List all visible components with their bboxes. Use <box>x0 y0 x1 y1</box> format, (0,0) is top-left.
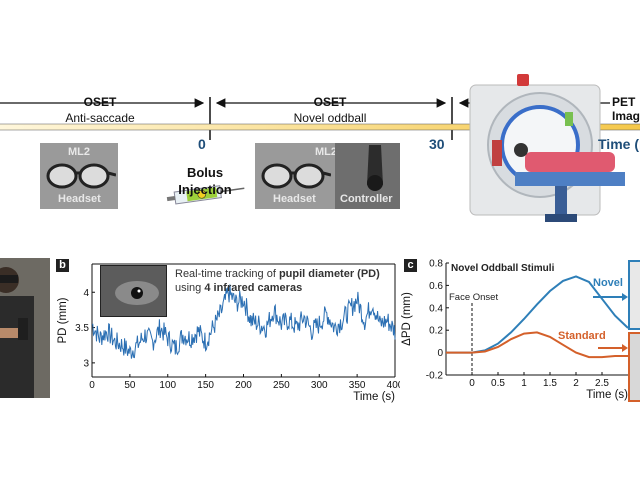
timeline: OSET Anti-saccade OSET Novel oddball PET… <box>0 74 640 222</box>
novel-face-thumb <box>628 260 640 330</box>
x-tick-label: 350 <box>349 380 366 391</box>
panel-c-title: Novel Oddball Stimuli <box>451 263 555 274</box>
timeline-arrows <box>0 74 640 222</box>
y-tick-label: 0 <box>437 348 443 359</box>
caption-line2-text: using <box>175 282 205 294</box>
controller-photo: Controller <box>335 143 400 209</box>
y-tick-label: 4 <box>83 288 89 299</box>
x-tick-label: 100 <box>159 380 176 391</box>
tick-30: 30 <box>429 136 445 152</box>
headset-photo-2: ML2 Headset <box>255 143 337 209</box>
x-tick-label: 1 <box>521 378 527 389</box>
time-axis-label: Time (m <box>598 136 640 152</box>
legend-standard: Standard <box>558 330 606 342</box>
x-axis-label: Time (s) <box>353 391 395 403</box>
x-tick-label: 2.5 <box>595 378 609 389</box>
headset-photo-1: ML2 Headset <box>40 143 118 209</box>
face-onset-label: Face Onset <box>449 292 499 303</box>
bolus-label-line2: Injection <box>178 182 232 197</box>
caption-bold: pupil diameter (PD) <box>278 268 380 280</box>
eye-icon <box>115 281 159 305</box>
legend-standard-arrowhead <box>622 344 628 352</box>
y-tick-label: 0.4 <box>429 303 443 314</box>
x-axis-label: Time (s) <box>586 389 628 401</box>
headset-photo-1-top-label: ML2 <box>68 146 90 158</box>
x-tick-label: 0 <box>469 378 475 389</box>
segment-3-title: PET <box>612 95 636 109</box>
controller-photo-bottom-label: Controller <box>340 193 393 205</box>
x-tick-label: 50 <box>124 380 136 391</box>
y-tick-label: 0.2 <box>429 326 443 337</box>
standard-face-thumb <box>628 332 640 402</box>
y-axis-label: PD (mm) <box>57 297 69 343</box>
segment-1-subtitle: Anti-saccade <box>65 111 135 125</box>
x-tick-label: 0.5 <box>491 378 505 389</box>
x-tick-label: 2 <box>573 378 579 389</box>
headset-photo-2-top-label: ML2 <box>315 146 337 158</box>
pd-series-line <box>92 284 396 359</box>
x-tick-label: 200 <box>235 380 252 391</box>
caption-line2-bold: 4 infrared cameras <box>204 282 303 294</box>
x-tick-label: 150 <box>197 380 214 391</box>
panel-b-letter: b <box>56 259 69 272</box>
timeline-bar <box>0 124 640 130</box>
participant-figure <box>0 258 50 398</box>
controller-icon <box>367 145 383 191</box>
participant-photo <box>0 258 50 398</box>
y-tick-label: 0.6 <box>429 281 443 292</box>
y-tick-label: 0.8 <box>429 259 443 270</box>
x-tick-label: 300 <box>311 380 328 391</box>
bolus-label-line1: Bolus <box>186 165 224 180</box>
panel-c-letter: c <box>404 259 417 272</box>
glasses-icon <box>261 163 331 189</box>
caption-text: Real-time tracking of <box>175 268 279 280</box>
x-tick-label: 250 <box>273 380 290 391</box>
eye-image <box>100 265 167 317</box>
legend-novel-arrowhead <box>622 293 628 301</box>
tick-0: 0 <box>198 136 206 152</box>
panel-b-chart: 0 50 100 150 200 250 300 350 400 3 3.5 4 Time (s) PD … <box>57 263 400 403</box>
y-tick-label: -0.2 <box>426 371 444 382</box>
panel-c-chart: 0 0.5 1 1.5 2 2.5 -0.2 0 0.2 0.4 0.6 0.8 Time (s) ΔPD… <box>401 259 629 401</box>
pet-scanner-icon <box>469 74 625 222</box>
y-tick-label: 3 <box>83 358 89 369</box>
series-standard-line <box>446 331 628 359</box>
segment-2-subtitle: Novel oddball <box>293 111 367 125</box>
x-tick-label: 0 <box>89 380 95 391</box>
segment-1-title: OSET <box>83 95 117 109</box>
y-axis-label: ΔPD (mm) <box>401 292 413 346</box>
x-tick-label: 1.5 <box>543 378 557 389</box>
headset-photo-2-bottom-label: Headset <box>273 193 316 205</box>
glasses-icon <box>46 163 116 189</box>
syringe-icon <box>166 185 245 205</box>
headset-photo-1-bottom-label: Headset <box>58 193 101 205</box>
panel-b-caption: Real-time tracking of pupil diameter (PD… <box>175 267 380 295</box>
x-tick-label: 400 <box>387 380 400 391</box>
legend-novel: Novel <box>593 277 623 289</box>
y-tick-label: 3.5 <box>75 323 89 334</box>
segment-3-subtitle: Imagi <box>612 109 640 123</box>
